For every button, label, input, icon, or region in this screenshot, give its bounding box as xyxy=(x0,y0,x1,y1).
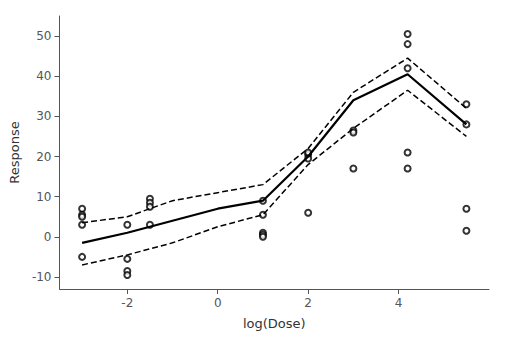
svg-text:50: 50 xyxy=(36,29,51,43)
svg-text:-2: -2 xyxy=(121,296,133,310)
svg-text:4: 4 xyxy=(395,296,403,310)
svg-text:40: 40 xyxy=(36,69,51,83)
svg-text:0: 0 xyxy=(214,296,222,310)
svg-text:log(Dose): log(Dose) xyxy=(243,316,306,331)
svg-text:2: 2 xyxy=(304,296,312,310)
svg-text:30: 30 xyxy=(36,109,51,123)
svg-text:Response: Response xyxy=(7,121,22,183)
svg-text:-10: -10 xyxy=(32,270,52,284)
svg-text:10: 10 xyxy=(36,190,51,204)
svg-text:0: 0 xyxy=(44,230,52,244)
svg-text:20: 20 xyxy=(36,150,51,164)
